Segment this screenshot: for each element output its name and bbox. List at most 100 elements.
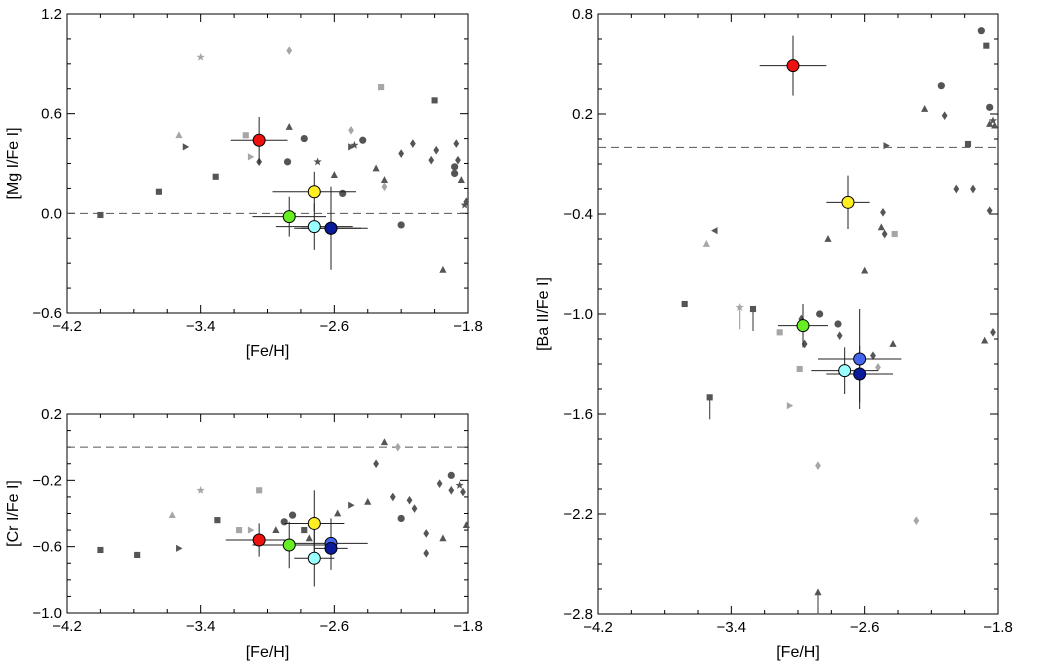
mg-data-point (348, 143, 355, 151)
mg-data-point (428, 155, 435, 165)
mg-data-point (300, 134, 308, 143)
mg-x-tick-label: −1.8 (453, 318, 483, 335)
ba-data-point (880, 208, 886, 217)
cr-data-point (380, 438, 389, 446)
mg-x-tick-label: −2.6 (320, 318, 350, 335)
ba-data-point (913, 516, 920, 525)
cr-y-axis-label: [Cr I/Fe I] (5, 480, 22, 547)
ba-data-point (991, 121, 999, 129)
panel-ba: −4.2 −3.4 −2.6 −1.8 −2.8 −2.2 −1.6 −1.0 −0.4 0.2 0… (535, 6, 1013, 661)
ba-highlight-point-yellow (841, 195, 855, 209)
mg-data-point (457, 176, 465, 183)
mg-x-tick-label: −4.2 (52, 318, 82, 335)
ba-data-point (964, 140, 972, 148)
mg-data-point (339, 189, 347, 197)
mg-y-tick-label: 1.2 (41, 6, 62, 23)
ba-y-tick-label: −0.4 (563, 206, 593, 223)
cr-highlight-point-red (252, 533, 266, 547)
ba-y-tick-label: −2.2 (563, 506, 593, 523)
mg-data-point (285, 122, 293, 130)
cr-data-point (305, 534, 313, 542)
mg-x-axis-label: [Fe/H] (246, 343, 290, 360)
mg-data-point (453, 139, 460, 148)
ba-data-point (836, 331, 843, 340)
mg-data-point (348, 125, 354, 135)
ba-data-point (870, 351, 876, 360)
ba-data-point (953, 184, 960, 194)
cr-data-point (397, 514, 405, 523)
ba-data-point (883, 142, 890, 150)
ba-data-point (776, 329, 783, 336)
ba-data-point (816, 310, 824, 318)
mg-data-point (431, 97, 438, 104)
mg-data-point (212, 173, 219, 180)
ba-y-tick-label: 0.8 (572, 6, 593, 23)
mg-highlight-point-green (282, 210, 296, 224)
cr-data-point (436, 479, 443, 488)
mg-data-point (97, 211, 104, 219)
ba-data-point (749, 305, 757, 313)
ba-data-point (875, 363, 881, 372)
cr-y-tick-label: −1.0 (32, 605, 62, 622)
ba-x-axis-label: [Fe/H] (776, 644, 820, 661)
mg-highlight-point-red (252, 133, 266, 147)
cr-x-axis-label: [Fe/H] (246, 644, 290, 661)
cr-data-point (288, 511, 297, 519)
ba-data-point (815, 461, 821, 470)
mg-data-point (463, 197, 470, 207)
cr-data-point (334, 509, 342, 517)
cr-data-point (389, 492, 396, 502)
ba-data-point (986, 120, 994, 127)
mg-data-point (455, 155, 461, 165)
cr-data-point (272, 526, 280, 533)
mg-data-point (380, 176, 389, 183)
cr-data-point (214, 517, 221, 524)
ba-highlight-point-green (796, 319, 810, 333)
cr-data-point (168, 511, 176, 519)
cr-x-tick-label: −4.2 (52, 618, 82, 635)
cr-data-point (373, 459, 379, 469)
cr-data-point (447, 471, 455, 479)
ba-data-point (834, 320, 842, 328)
mg-data-point (196, 52, 205, 61)
mg-data-point (350, 140, 359, 149)
mg-data-point (313, 157, 322, 166)
mg-data-point (330, 171, 338, 179)
mg-highlight-point-navy (324, 221, 338, 235)
mg-data-point (451, 163, 459, 171)
mg-highlight-point-yellow (307, 185, 321, 199)
ba-y-tick-label: −2.8 (563, 606, 593, 623)
ba-x-tick-label: −1.8 (983, 619, 1013, 636)
cr-highlight-point-navy (324, 541, 338, 555)
cr-data-point (394, 442, 401, 452)
mg-data-point (155, 188, 162, 195)
cr-data-point (462, 521, 470, 528)
mg-data-point (439, 265, 447, 273)
cr-highlight-point-cyan (307, 551, 321, 565)
mg-data-point (372, 164, 380, 172)
ba-data-point (735, 303, 744, 311)
ba-y-tick-label: −1.6 (563, 406, 593, 423)
cr-data-point (280, 518, 288, 526)
mg-data-point (175, 131, 183, 139)
cr-data-point (439, 534, 447, 542)
cr-data-point (448, 485, 455, 495)
ba-data-point (881, 229, 888, 239)
ba-highlight-point-red (786, 59, 800, 73)
ba-data-point (889, 340, 897, 347)
ba-data-point (861, 266, 869, 274)
ba-data-point (970, 184, 976, 194)
panel-mg: −4.2 −3.4 −2.6 −1.8 −0.6 0.0 0.6 1.2 [Fe/H] [Mg I… (5, 6, 483, 360)
cr-data-point (364, 497, 372, 505)
ba-data-point (981, 336, 989, 344)
cr-highlight-point-yellow (307, 516, 321, 530)
cr-data-point (348, 501, 355, 509)
mg-data-point (286, 46, 293, 55)
cr-y-tick-label: 0.2 (41, 406, 62, 423)
mg-data-point (409, 139, 416, 148)
ba-data-point (988, 116, 998, 125)
ba-data-point (937, 82, 945, 90)
cr-data-point (411, 504, 418, 513)
cr-data-point (97, 546, 104, 554)
cr-data-point (460, 487, 466, 497)
